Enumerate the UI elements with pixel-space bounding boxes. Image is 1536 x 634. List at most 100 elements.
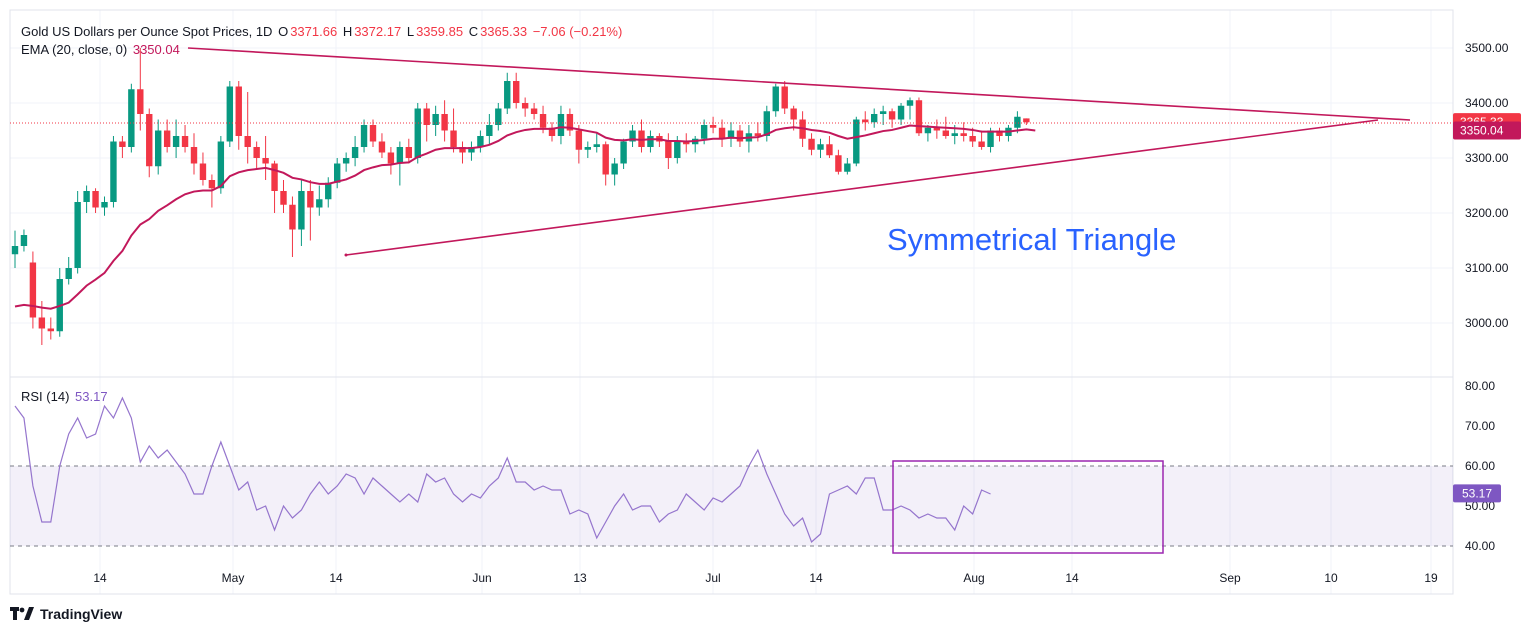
candle-body [101,202,108,208]
rsi-tick-label: 50.00 [1465,499,1495,513]
tradingview-logo[interactable]: TradingView [10,606,122,622]
candle-body [942,130,949,136]
candle-body [163,130,171,147]
ema-legend[interactable]: EMA (20, close, 0) 3350.04 [21,42,182,57]
candle-body [853,119,860,164]
price-tick-label: 3200.00 [1465,206,1509,220]
candle-body [700,125,708,139]
candle-body [334,163,341,183]
low-label: L [406,24,415,39]
candle-body [754,133,762,136]
candle-body [727,130,735,139]
time-tick-label: 14 [93,571,107,585]
candle-body [235,86,242,136]
price-tick-label: 3300.00 [1465,151,1509,165]
grid-lines [10,10,1453,594]
price-tick-label: 3100.00 [1465,261,1509,275]
candle-body [38,317,46,329]
candle-body [128,89,135,147]
pattern-annotation[interactable]: Symmetrical Triangle [887,222,1177,257]
price-pane [11,48,1036,345]
rsi-tick-label: 40.00 [1465,539,1495,553]
candle-body [351,147,359,158]
candle-body [342,158,350,164]
close-value: 3365.33 [480,24,528,39]
trendline-anchor [344,253,348,257]
candle-body [378,141,386,153]
lower-trendline[interactable] [345,119,1379,256]
ema-price-tag-bg [1453,121,1521,140]
candle-body [548,127,556,136]
candle-body [593,144,600,147]
candle-body [11,246,19,255]
candle-body [83,191,90,202]
candle-body [172,136,180,147]
candle-body [495,108,502,125]
candle-body [602,144,609,175]
candle-body [369,125,377,142]
rsi-tick-label: 60.00 [1465,459,1495,473]
candle-body [459,147,466,153]
candle-body [897,105,905,120]
candle-body [772,86,779,112]
candle-body [137,89,144,114]
candle-body [575,130,583,150]
candle-body [862,119,869,123]
ema-price-tag: 3350.04 [1460,123,1504,137]
candle-body [414,108,421,158]
candle-body [20,235,28,246]
rsi-band-fill [10,466,1453,546]
candle-body [638,130,645,147]
candle-body [683,141,690,145]
candle-body [978,141,985,147]
candle-body [513,81,520,103]
rsi-pane [14,396,991,544]
candle-body [190,147,198,164]
candle-body [888,111,896,120]
rsi-axis[interactable]: 80.00 70.00 60.00 50.00 40.00 [1465,379,1495,553]
candle-body [530,108,538,114]
candle-body [817,144,824,150]
candle-body [915,100,923,134]
candle-body [432,114,439,125]
time-axis[interactable]: 14 May 14 Jun 13 Jul 14 Aug 14 Sep 10 19 [93,571,1438,585]
symbol-title[interactable]: Gold US Dollars per Ounce Spot Prices, 1… [21,24,273,39]
candle-body [307,191,314,208]
candle-body [360,125,368,147]
candle-body [566,114,574,131]
ema-label: EMA (20, close, 0) [21,42,128,57]
candle-body [244,136,251,147]
candle-body [199,163,207,180]
candle-body [155,130,162,167]
candle-body [996,130,1003,136]
candle-body [298,191,305,230]
candle-body [557,114,565,136]
candle-body [441,114,448,131]
candle-body [718,127,726,139]
price-axis[interactable]: 3500.00 3400.00 3300.00 3200.00 3100.00 3000.… [1465,41,1509,330]
candle-body [181,136,189,147]
upper-trendline[interactable] [187,47,1411,121]
candle-body [584,147,591,150]
candle-body [790,108,797,120]
rsi-value-tag-bg [1453,484,1501,503]
candle-body [826,144,833,156]
rsi-legend[interactable]: RSI (14) 53.17 [21,389,110,404]
ema-line [14,124,1036,310]
candle-body [253,147,260,158]
candle-body [1023,118,1030,123]
time-tick-label: 10 [1324,571,1338,585]
candle-body [924,127,932,134]
candle-body [808,138,815,150]
candle-body [665,141,672,158]
candle-body [316,199,323,208]
candle-body [74,202,81,268]
tradingview-wordmark: TradingView [40,606,123,622]
candle-body [110,141,117,202]
time-tick-label: Jun [472,571,491,585]
rsi-highlight-box[interactable] [892,460,1164,554]
chart-frame [9,9,1454,595]
high-label: H [342,24,353,39]
time-tick-label: 13 [573,571,587,585]
